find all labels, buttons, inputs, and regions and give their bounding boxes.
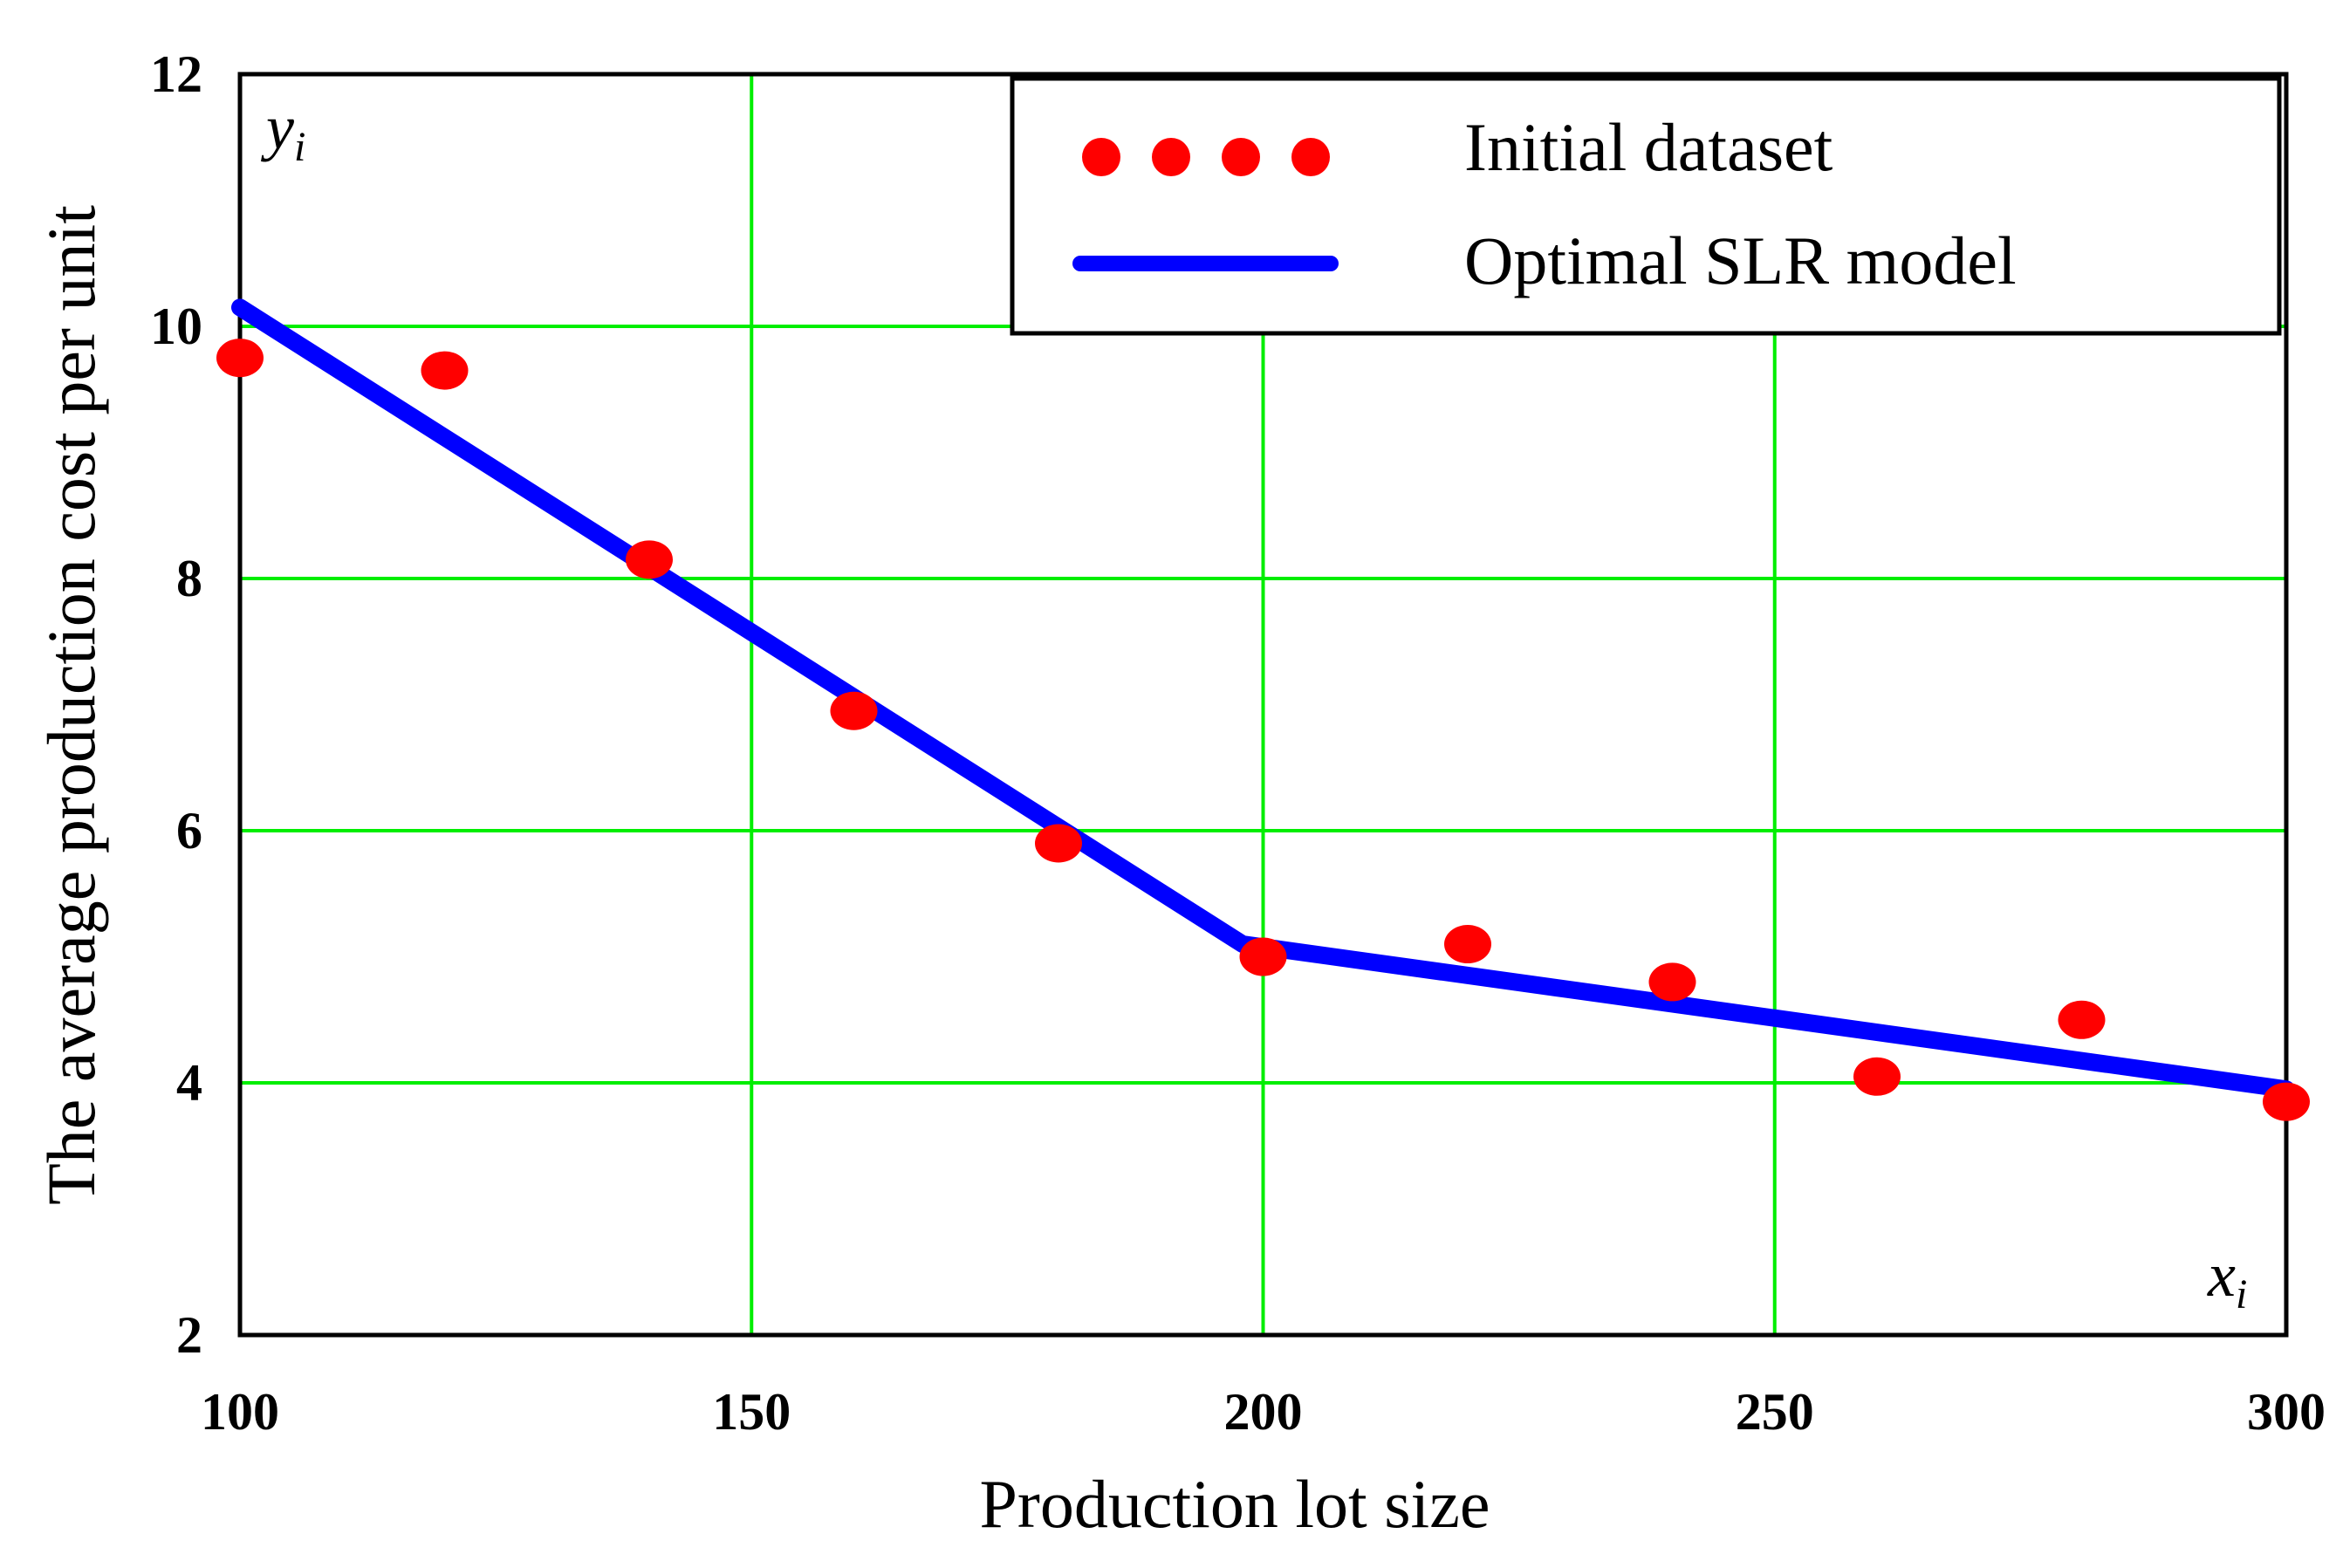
legend: Initial dataset Optimal SLR model [1010,76,2282,336]
x-tick-label: 150 [712,1383,791,1441]
data-point [2058,1000,2106,1039]
model-line [231,298,2295,1099]
x-corner-base: x [2207,1240,2236,1310]
x-tick-label: 250 [1736,1383,1814,1441]
y-tick-label: 4 [176,1054,202,1112]
data-point [1239,937,1287,976]
y-tick-label: 8 [176,550,202,607]
legend-marker-dot [1291,138,1330,176]
legend-label-dataset: Initial dataset [1464,109,1833,185]
data-point [626,540,673,579]
x-tick-labels: 100 150 200 250 300 [201,1383,2326,1441]
legend-marker-dot [1222,138,1260,176]
x-tick-label: 200 [1224,1383,1303,1441]
data-point [1648,962,1696,1002]
legend-label-model: Optimal SLR model [1464,223,2017,298]
y-tick-label: 12 [150,45,202,103]
data-point [2263,1082,2310,1121]
y-tick-labels: 2 4 6 8 10 12 [150,45,202,1364]
data-point [830,691,878,730]
plot-frame [237,72,2289,1338]
y-axis-title: The average production cost per unit [33,205,109,1205]
x-tick-label: 300 [2247,1383,2326,1441]
legend-marker-dot [1082,138,1120,176]
y-tick-label: 6 [176,802,202,859]
y-tick-label: 10 [150,298,202,355]
x-corner-sub: i [2236,1271,2247,1318]
data-point [216,339,264,378]
x-tick-label: 100 [201,1383,279,1441]
data-point [1444,925,1491,964]
legend-box [1010,76,2282,336]
data-point [421,351,469,390]
legend-marker-dot [1152,138,1190,176]
x-axis-title: Production lot size [980,1466,1490,1542]
data-point [1035,824,1082,863]
x-corner-label: xi [2207,1240,2247,1318]
data-point [1853,1057,1901,1096]
y-corner-base: y [260,92,294,162]
y-corner-label: yi [260,92,305,170]
series-layer [216,298,2310,1121]
y-tick-label: 2 [176,1306,202,1364]
y-corner-sub: i [294,124,305,170]
